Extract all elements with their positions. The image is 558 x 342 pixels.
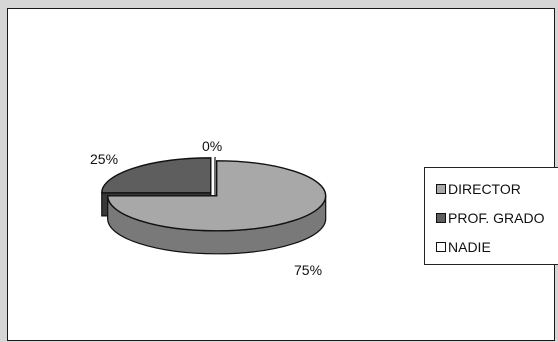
legend-swatch-prof-grado [436,213,446,223]
legend-item-nadie: NADIE [436,239,491,255]
legend-item-director: DIRECTOR [436,181,521,197]
legend-label-director: DIRECTOR [448,181,521,197]
legend: DIRECTOR PROF. GRADO NADIE [424,167,558,265]
legend-item-prof-grado: PROF. GRADO [436,210,544,226]
data-label-prof-grado: 25% [90,151,119,167]
data-label-director: 75% [294,262,323,278]
pie-chart [101,157,327,255]
legend-swatch-director [436,184,446,194]
pie-slice-prof-grado [101,157,212,194]
legend-label-nadie: NADIE [448,239,491,255]
data-label-nadie: 0% [202,138,223,154]
pie-slice-director [106,160,327,232]
legend-label-prof-grado: PROF. GRADO [448,210,545,226]
legend-swatch-nadie [436,242,446,252]
chart-frame: 25% 0% 75% DIRECTOR PROF. GRADO NADIE [7,8,558,341]
